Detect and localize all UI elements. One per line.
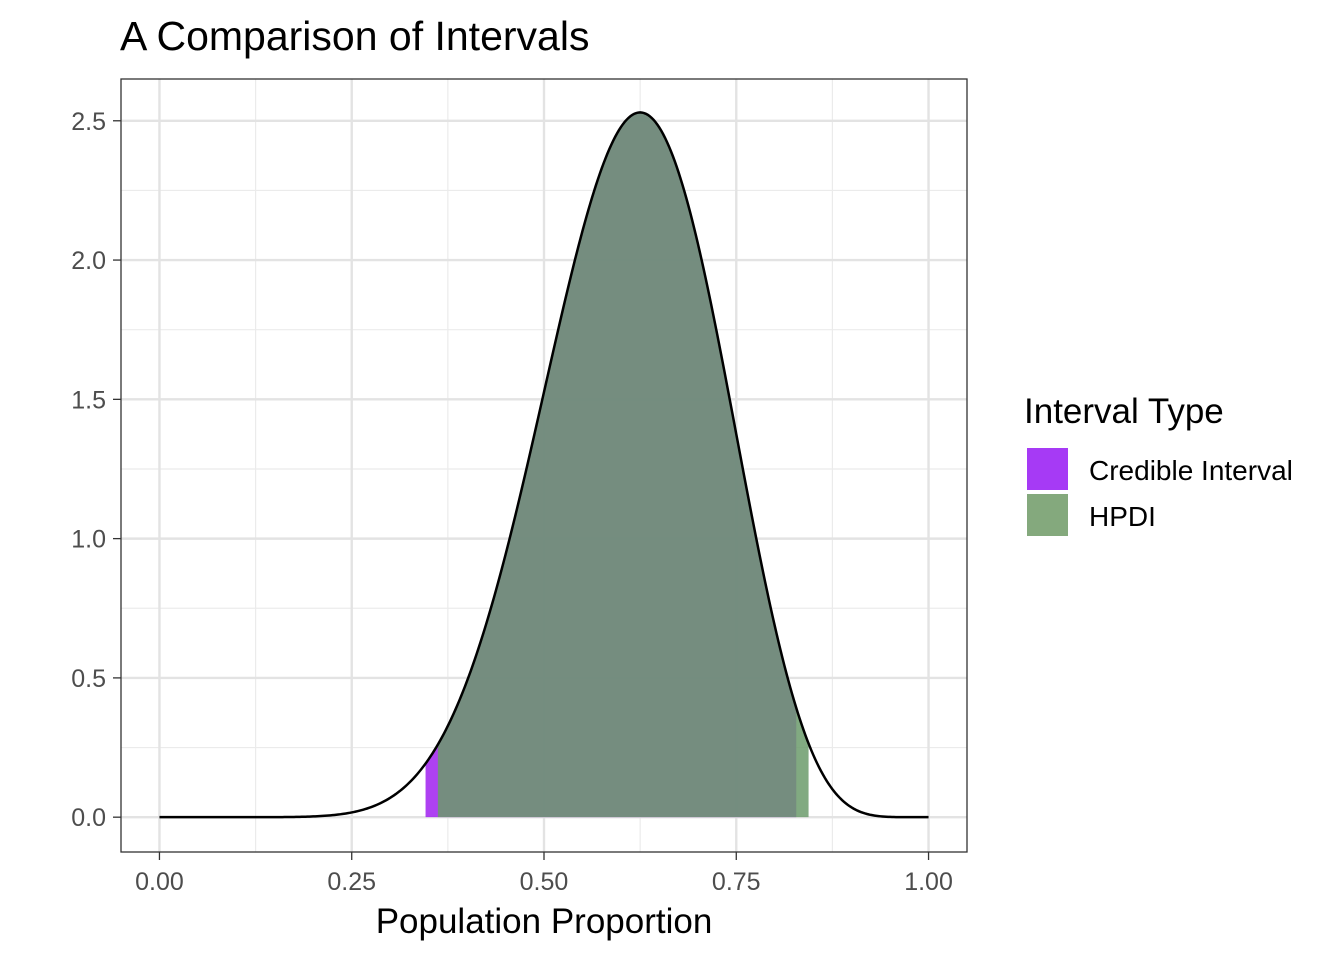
x-tick-label: 1.00	[904, 868, 953, 896]
x-axis: 0.00 0.25 0.50 0.75 1.00	[135, 852, 953, 896]
y-tick-label: 1.5	[71, 386, 106, 414]
y-tick-label: 0.0	[71, 804, 106, 832]
x-tick-label: 0.00	[135, 868, 184, 896]
interval-area-hpdi	[437, 112, 809, 818]
x-tick-label: 0.75	[712, 868, 761, 896]
x-axis-title: Population Proportion	[376, 902, 713, 941]
interval-fills	[425, 112, 809, 818]
legend-key-credible-interval	[1027, 448, 1068, 490]
y-axis: 0.0 0.5 1.0 1.5 2.0 2.5	[71, 108, 121, 832]
y-tick-label: 2.0	[71, 247, 106, 275]
y-tick-label: 0.5	[71, 665, 106, 693]
legend-label-hpdi: HPDI	[1089, 501, 1156, 532]
density-curve	[159, 111, 929, 819]
chart-title: A Comparison of Intervals	[120, 13, 589, 59]
legend-title: Interval Type	[1024, 392, 1224, 431]
y-tick-label: 2.5	[71, 108, 106, 136]
y-tick-label: 1.0	[71, 526, 106, 554]
legend-label-credible-interval: Credible Interval	[1089, 455, 1293, 486]
legend: Interval Type Credible Interval HPDI	[1024, 392, 1293, 536]
legend-key-hpdi	[1027, 494, 1068, 536]
x-tick-label: 0.25	[327, 868, 376, 896]
x-tick-label: 0.50	[520, 868, 569, 896]
